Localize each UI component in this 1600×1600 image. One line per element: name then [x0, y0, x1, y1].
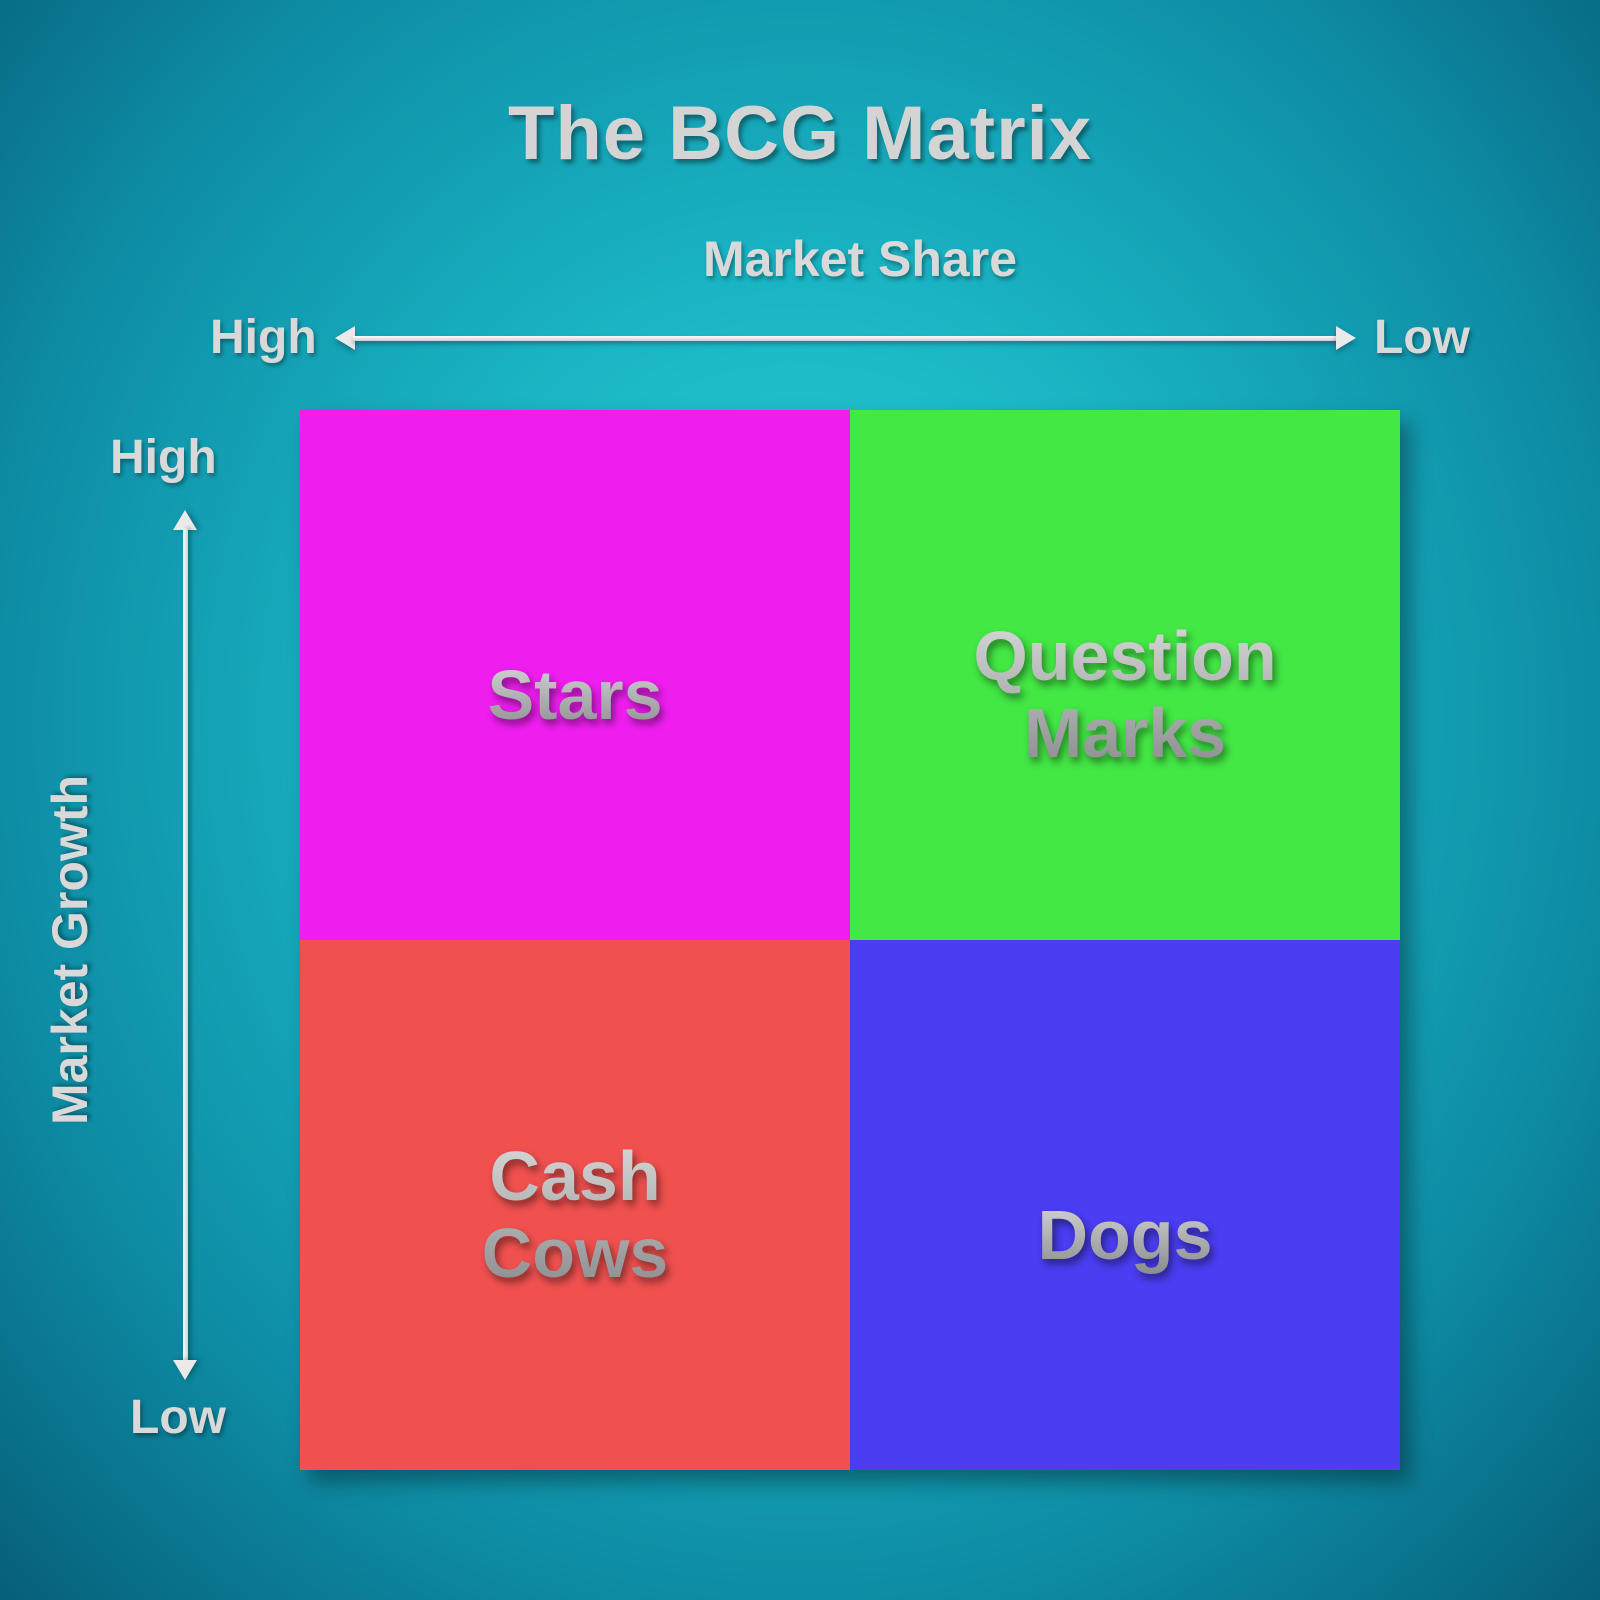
- x-axis-label-wrap: Market Share: [330, 230, 1390, 288]
- x-axis-left-end: High: [210, 310, 317, 365]
- arrow-down-icon: [173, 1360, 197, 1380]
- quadrant-label: Cash Cows: [482, 1138, 669, 1292]
- y-axis-bottom-end: Low: [130, 1390, 226, 1445]
- quadrant-bottom-left: Cash Cows: [300, 940, 850, 1470]
- quadrant-top-left: Stars: [300, 410, 850, 940]
- quadrant-top-right: Question Marks: [850, 410, 1400, 940]
- y-axis-label-wrap: Market Growth: [40, 650, 100, 1250]
- quadrant-label: Dogs: [1038, 1197, 1213, 1274]
- y-axis-label: Market Growth: [41, 775, 99, 1125]
- bcg-matrix-grid: Stars Question Marks Cash Cows Dogs: [300, 410, 1400, 1470]
- quadrant-label: Question Marks: [973, 618, 1276, 772]
- arrow-line: [353, 336, 1338, 341]
- x-axis-right-end: Low: [1374, 310, 1470, 365]
- y-axis-top-end: High: [110, 430, 217, 485]
- y-axis-arrow: [170, 510, 200, 1380]
- arrow-line: [183, 528, 188, 1362]
- diagram-title: The BCG Matrix: [0, 90, 1600, 177]
- arrow-right-icon: [1336, 326, 1356, 350]
- quadrant-label: Stars: [487, 657, 662, 734]
- x-axis-label: Market Share: [703, 231, 1017, 287]
- arrow-up-icon: [173, 510, 197, 530]
- x-axis-arrow: [335, 323, 1356, 353]
- arrow-left-icon: [335, 326, 355, 350]
- quadrant-bottom-right: Dogs: [850, 940, 1400, 1470]
- x-axis-arrow-row: High Low: [210, 310, 1470, 365]
